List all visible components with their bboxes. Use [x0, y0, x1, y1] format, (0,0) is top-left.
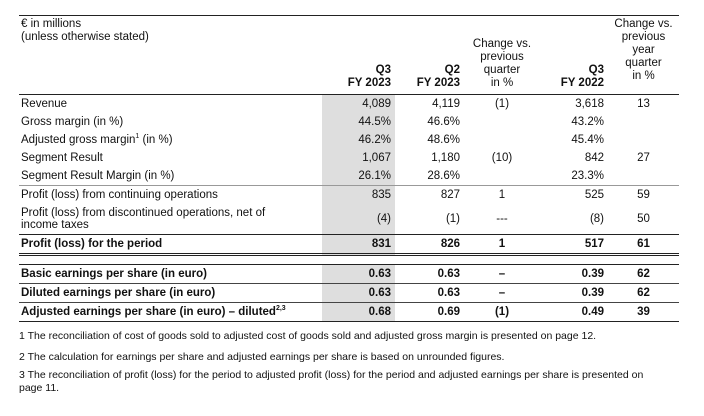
cell-q2-fy2023: 0.69: [395, 302, 464, 322]
cell-q3-fy2022: 0.39: [540, 283, 608, 303]
table-row-diluted-eps: Diluted earnings per share (in euro) 0.6…: [19, 283, 679, 303]
cell-q3-fy2022: 842: [584, 151, 604, 164]
cell-q3-fy2023: 0.63: [322, 283, 395, 303]
table-row-profit-discontinued: Profit (loss) from discontinued operatio…: [19, 204, 679, 235]
cell-change-quarter: 1: [464, 234, 540, 256]
cell-change-year: 62: [608, 283, 679, 303]
footnote-ref: 1: [135, 132, 140, 140]
cell-q2-fy2023: 46.6%: [427, 115, 460, 128]
cell-change-year: 50: [637, 212, 650, 225]
row-label: Profit (loss) from continuing operations: [19, 185, 322, 204]
cell-q3-fy2022: 43.2%: [571, 115, 604, 128]
cell-change-year: [608, 113, 679, 131]
footnote-2: 2 The calculation for earnings per share…: [19, 351, 505, 363]
key-figures-table: € in millions (unless otherwise stated) …: [19, 15, 679, 322]
cell-q3-fy2023: 44.5%: [322, 113, 395, 131]
cell-q2-fy2023: 0.63: [395, 283, 464, 303]
col-header-change-quarter: Change vs. previous quarter in %: [464, 16, 540, 95]
cell-change-year: 27: [637, 151, 650, 164]
cell-q2-fy2023: 826: [395, 234, 464, 256]
cell-change-quarter: (1): [464, 302, 540, 322]
row-label: Profit (loss) for the period: [19, 234, 322, 256]
cell-q2-fy2023: 1,180: [431, 151, 460, 164]
cell-q3-fy2022: (8): [589, 212, 604, 225]
cell-q3-fy2023: 26.1%: [322, 167, 395, 186]
table-row-adjusted-gross-margin: Adjusted gross margin1 (in %) 46.2% 48.6…: [19, 131, 679, 149]
row-label: Adjusted gross margin1 (in %): [21, 132, 173, 146]
cell-q2-fy2023: 28.6%: [427, 169, 460, 182]
cell-q2-fy2023: 0.63: [395, 264, 464, 284]
row-label: Diluted earnings per share (in euro): [19, 283, 322, 303]
unit-line: € in millions: [21, 18, 82, 30]
cell-q3-fy2022: 45.4%: [571, 133, 604, 146]
row-label: Profit (loss) from discontinued operatio…: [21, 207, 266, 231]
cell-change-quarter: ---: [496, 212, 508, 225]
cell-change-quarter: –: [464, 283, 540, 303]
unit-note: (unless otherwise stated): [21, 31, 149, 43]
cell-q3-fy2023: 0.68: [322, 302, 395, 322]
col-header-q3-fy2022: Q3 FY 2022: [540, 16, 608, 95]
footnote-3: 3 The reconciliation of profit (loss) fo…: [19, 369, 644, 394]
col-header-q3-fy2023: Q3 FY 2023: [322, 16, 395, 95]
table-row-basic-eps: Basic earnings per share (in euro) 0.63 …: [19, 264, 679, 284]
cell-q3-fy2022: 525: [540, 185, 608, 204]
cell-q3-fy2023: 831: [322, 234, 395, 256]
cell-q3-fy2023: (4): [322, 204, 395, 235]
table-row-revenue: Revenue 4,089 4,119 (1) 3,618 13: [19, 94, 679, 113]
cell-change-quarter: [464, 113, 540, 131]
col-header-q2-fy2023: Q2 FY 2023: [395, 16, 464, 95]
cell-change-year: 13: [637, 97, 650, 110]
cell-change-quarter: 1: [464, 185, 540, 204]
cell-q3-fy2022: 0.39: [540, 264, 608, 284]
cell-q3-fy2022: 517: [540, 234, 608, 256]
cell-q3-fy2023: 1,067: [322, 149, 395, 167]
cell-change-quarter: [464, 131, 540, 149]
cell-change-year: 61: [608, 234, 679, 256]
table-row-segment-result-margin: Segment Result Margin (in %) 26.1% 28.6%…: [19, 167, 679, 186]
cell-q3-fy2023: 4,089: [322, 94, 395, 113]
financial-table-container: € in millions (unless otherwise stated) …: [19, 15, 679, 322]
table-row-profit-for-period: Profit (loss) for the period 831 826 1 5…: [19, 234, 679, 256]
cell-q2-fy2023: 4,119: [432, 97, 460, 110]
footnote-ref: 2,3: [275, 304, 286, 312]
table-row-segment-result: Segment Result 1,067 1,180 (10) 842 27: [19, 149, 679, 167]
cell-q2-fy2023: 48.6%: [427, 133, 460, 146]
cell-q3-fy2022: 23.3%: [571, 169, 604, 182]
cell-change-year: 59: [608, 185, 679, 204]
row-label: Segment Result: [21, 151, 103, 164]
cell-q2-fy2023: (1): [445, 212, 460, 225]
cell-change-quarter: (1): [494, 97, 510, 110]
cell-change-year: [608, 131, 679, 149]
cell-q3-fy2023: 46.2%: [322, 131, 395, 149]
table-row-gross-margin: Gross margin (in %) 44.5% 46.6% 43.2%: [19, 113, 679, 131]
cell-change-quarter: –: [464, 264, 540, 284]
spacer-row: [19, 255, 679, 265]
row-label: Basic earnings per share (in euro): [19, 264, 322, 284]
row-label: Adjusted earnings per share (in euro) – …: [19, 302, 322, 322]
footnote-1: 1 The reconciliation of cost of goods so…: [19, 330, 597, 342]
table-row-profit-continuing: Profit (loss) from continuing operations…: [19, 185, 679, 204]
cell-change-quarter: (10): [491, 151, 513, 164]
row-label: Gross margin (in %): [21, 115, 124, 128]
cell-q3-fy2022: 0.49: [540, 302, 608, 322]
row-label: Segment Result Margin (in %): [21, 169, 175, 182]
cell-q3-fy2022: 3,618: [575, 97, 604, 110]
cell-q3-fy2023: 835: [322, 185, 395, 204]
row-label: Revenue: [21, 97, 68, 110]
cell-q3-fy2023: 0.63: [322, 264, 395, 284]
cell-change-year: 62: [608, 264, 679, 284]
cell-change-year: 39: [608, 302, 679, 322]
cell-change-year: [608, 167, 679, 186]
cell-change-quarter: [464, 167, 540, 186]
cell-q2-fy2023: 827: [395, 185, 464, 204]
col-header-change-year: Change vs. previous year quarter in %: [608, 16, 679, 95]
unit-header: € in millions (unless otherwise stated): [19, 16, 322, 95]
table-row-adjusted-eps-diluted: Adjusted earnings per share (in euro) – …: [19, 302, 679, 322]
